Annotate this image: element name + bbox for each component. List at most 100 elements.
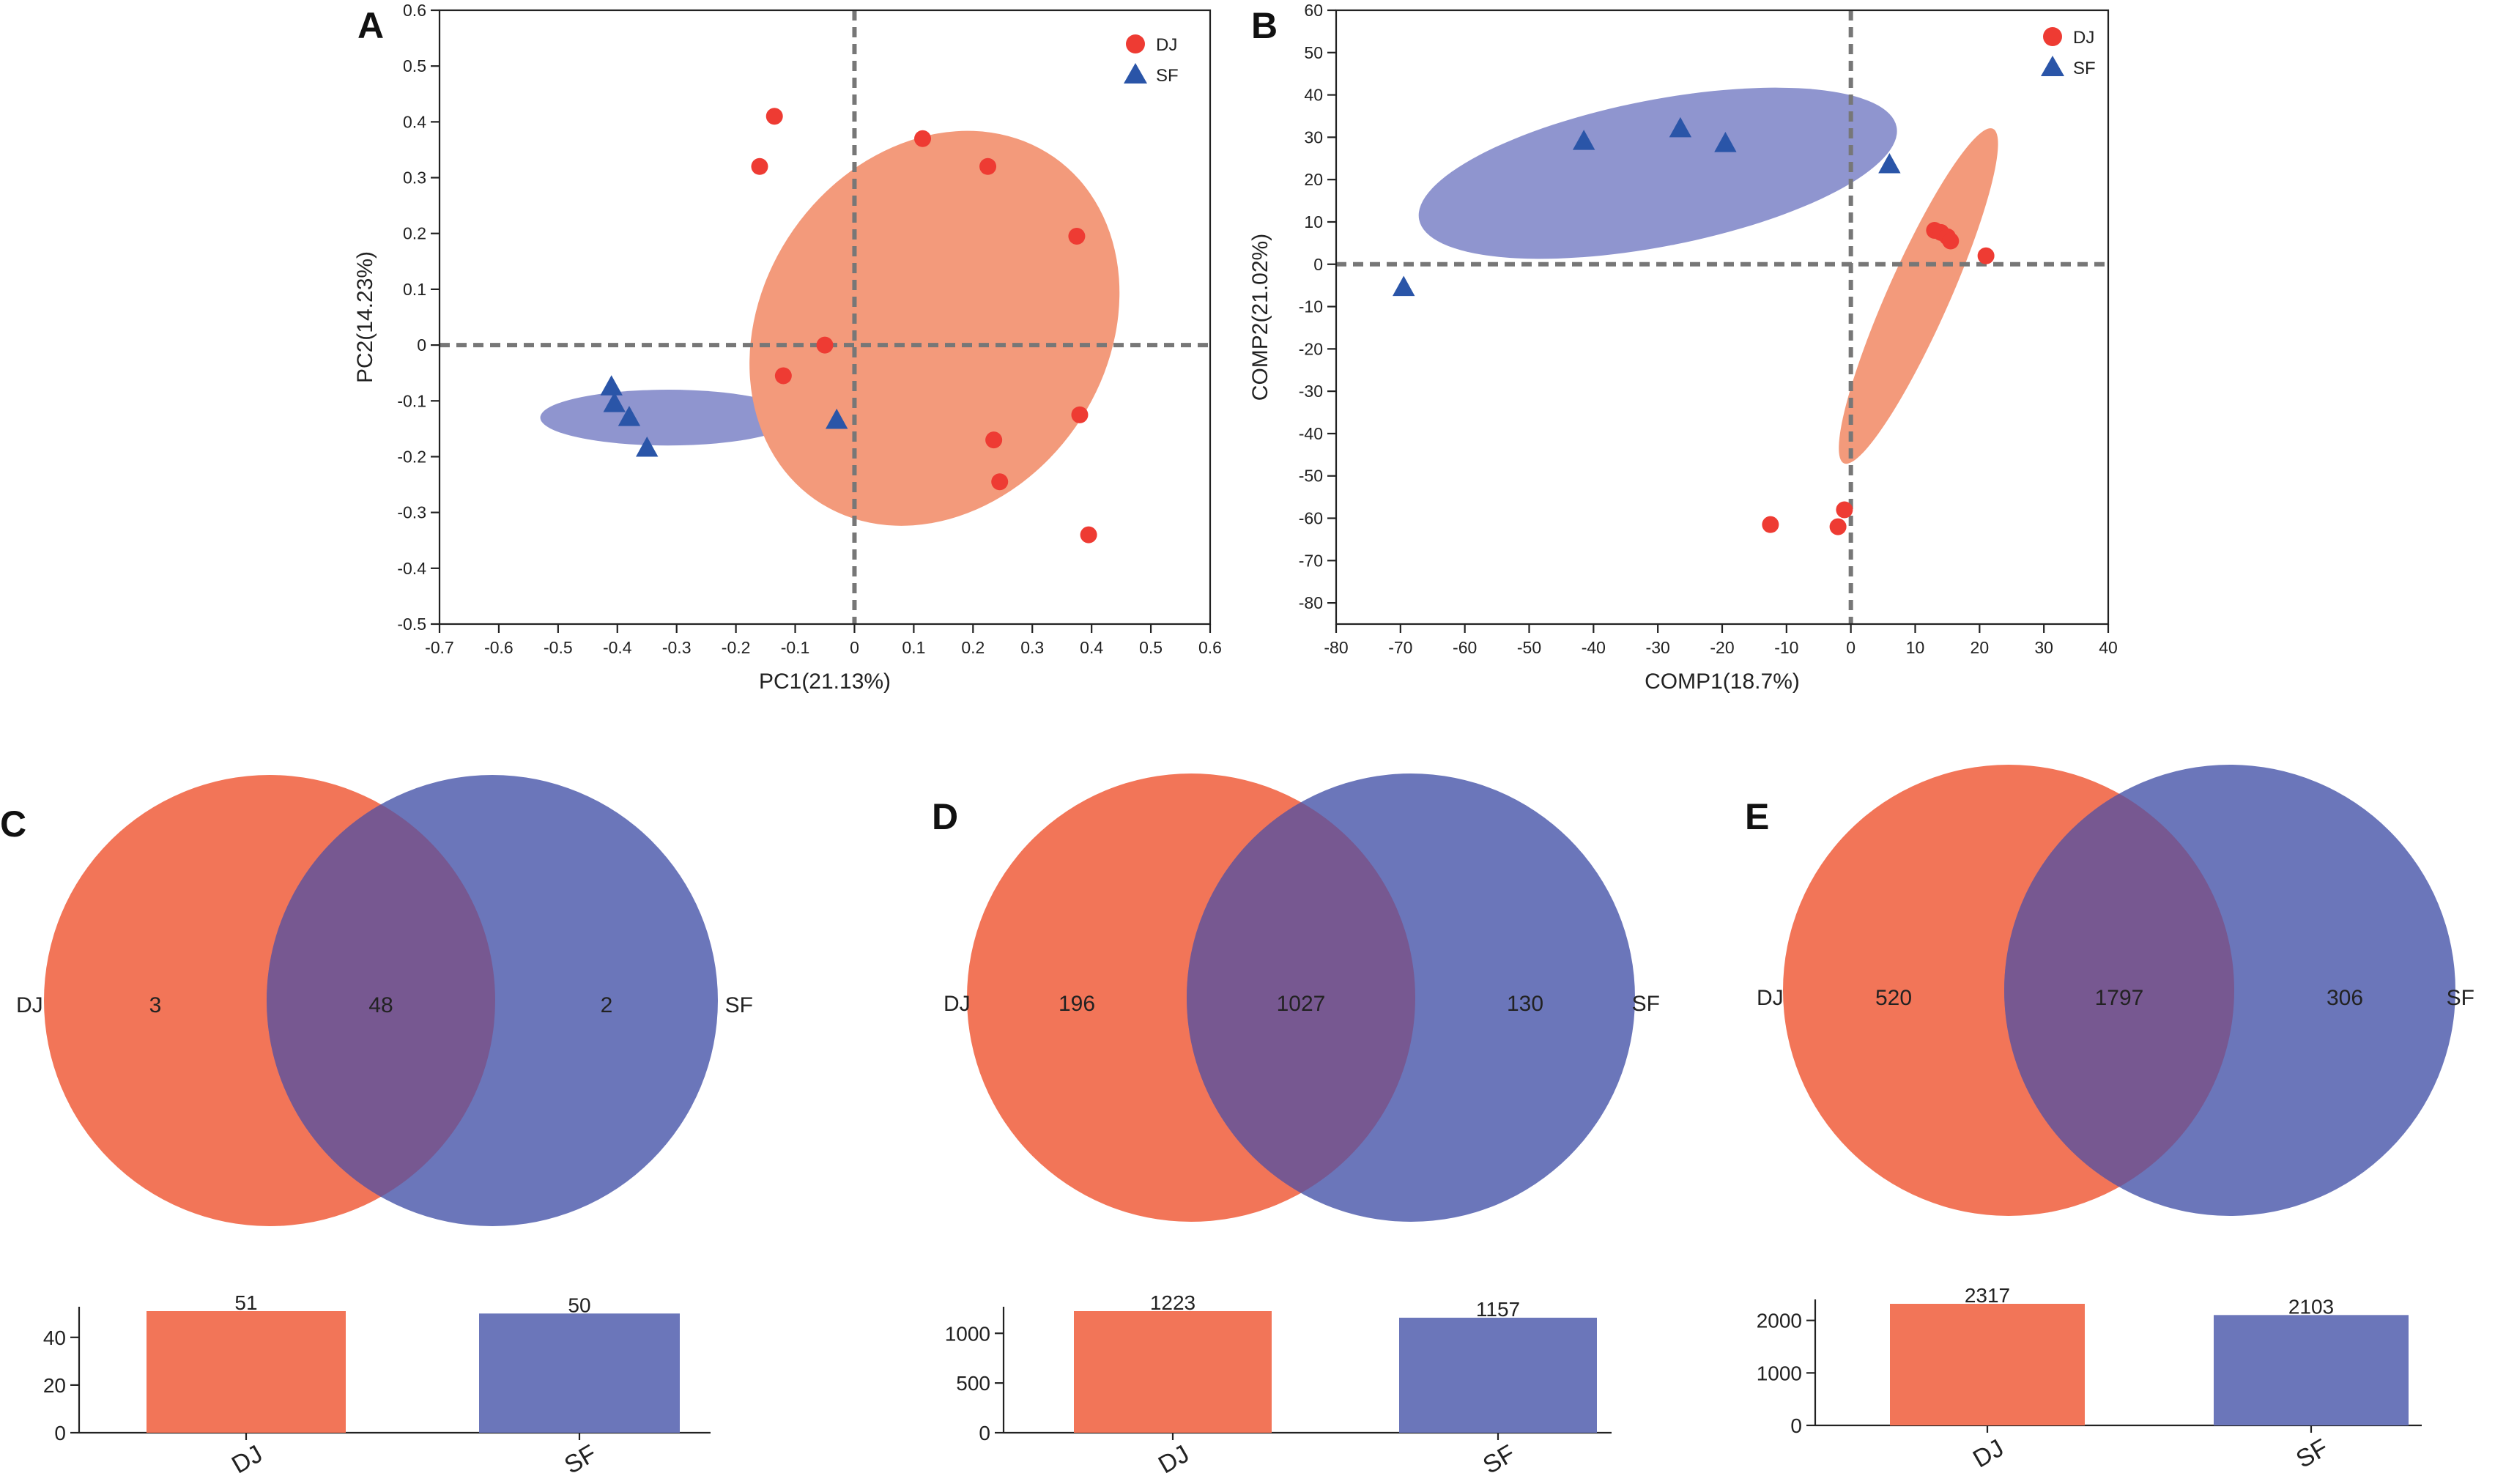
panel-letter: C (0, 804, 26, 845)
legend-marker-dj (2043, 27, 2062, 46)
y-tick-label: 0 (1313, 255, 1323, 274)
bar-dj (1890, 1304, 2085, 1425)
bar-y-tick-label: 500 (956, 1372, 990, 1395)
bar-chart-d: 0 500 1000 1223 DJ 1157 SF (945, 1291, 1612, 1480)
venn-count-only-sf: 130 (1507, 992, 1543, 1016)
y-tick-label: -70 (1299, 551, 1323, 570)
x-tick-label: -0.4 (603, 638, 632, 657)
scatter-panel-b: -80 -70 -60 -50 -40 -30 -20 -10 0 10 20 30 40 60 50 40 3… (1248, 1, 2118, 694)
y-tick-label: 60 (1304, 1, 1323, 20)
data-point-dj (751, 157, 768, 175)
legend-marker-sf (1124, 63, 1147, 84)
bar-y-tick-label: 0 (54, 1422, 66, 1444)
bar-chart-c: 0 20 40 51 DJ 50 SF (43, 1291, 711, 1480)
bar-y-tick-label: 20 (43, 1374, 66, 1397)
data-point-sf (603, 392, 626, 412)
bar-category-label: SF (1478, 1439, 1520, 1480)
x-tick-label: -60 (1453, 638, 1477, 657)
data-point-dj (979, 157, 997, 175)
x-tick-label: -0.5 (544, 638, 573, 657)
y-tick-label: 0.6 (403, 1, 426, 20)
y-tick-label: -50 (1299, 467, 1323, 486)
venn-set-label-dj: DJ (1757, 986, 1784, 1010)
x-tick-label: 10 (1906, 638, 1925, 657)
bar-value-label: 50 (568, 1294, 590, 1316)
venn-set-label-dj: DJ (16, 993, 43, 1017)
bar-sf (1399, 1317, 1597, 1433)
venn-set-label-dj: DJ (943, 992, 971, 1016)
x-tick-label: -0.1 (781, 638, 810, 657)
y-tick-label: 30 (1304, 127, 1323, 146)
bar-sf (2214, 1315, 2409, 1425)
y-tick-label: 0.4 (403, 112, 426, 131)
x-tick-label: 0.6 (1198, 638, 1222, 657)
venn-count-only-sf: 2 (601, 993, 613, 1017)
y-tick-label: -80 (1299, 593, 1323, 612)
x-tick-label: 0.5 (1139, 638, 1163, 657)
bar-value-label: 2103 (2288, 1295, 2334, 1318)
data-point-dj (1836, 501, 1853, 519)
panel-letter: D (932, 796, 958, 837)
x-tick-label: -40 (1582, 638, 1606, 657)
bar-value-label: 1157 (1476, 1298, 1520, 1321)
venn-set-label-sf: SF (725, 993, 753, 1017)
y-tick-label: -0.5 (397, 615, 426, 634)
data-point-dj (816, 336, 834, 354)
venn-count-shared: 1027 (1277, 992, 1326, 1016)
data-point-dj (774, 367, 792, 385)
legend-label-dj: DJ (1156, 35, 1177, 55)
x-tick-label: 0 (850, 638, 859, 657)
x-tick-label: 0.3 (1020, 638, 1044, 657)
y-tick-label: -40 (1299, 424, 1323, 443)
panel-letter: E (1745, 796, 1769, 837)
y-tick-label: -30 (1299, 382, 1323, 401)
x-tick-label: 0.1 (902, 638, 925, 657)
bar-value-label: 2317 (1965, 1284, 2010, 1307)
panel-letter: A (357, 5, 384, 46)
y-tick-label: 0.5 (403, 56, 426, 75)
y-axis-title: PC2(14.23%) (353, 251, 377, 383)
data-point-dj (1762, 516, 1779, 533)
plot-frame (438, 9, 1212, 626)
data-point-sf (1878, 152, 1901, 174)
venn-overlap (266, 804, 496, 1197)
legend-marker-dj (1126, 34, 1145, 53)
bar-chart-e: 0 1000 2000 2317 DJ 2103 SF (1757, 1284, 2422, 1474)
y-tick-label: -0.3 (397, 503, 426, 522)
data-point-dj (1080, 526, 1097, 543)
data-point-sf (1669, 116, 1692, 138)
confidence-ellipse-sf (1418, 87, 1897, 259)
bar-sf (479, 1313, 680, 1433)
data-point-sf (1572, 130, 1595, 150)
x-tick-label: -30 (1646, 638, 1670, 657)
venn-panel-e: E 520 1797 306 DJ SF 0 1000 2000 2317 DJ 2103 SF (1745, 765, 2474, 1474)
venn-set-label-sf: SF (2447, 986, 2474, 1010)
venn-count-only-dj: 3 (149, 993, 162, 1017)
y-tick-label: 0.1 (403, 280, 426, 299)
venn-count-only-dj: 520 (1875, 986, 1912, 1010)
y-tick-label: -20 (1299, 339, 1323, 358)
venn-count-shared: 48 (368, 993, 393, 1017)
x-axis-title: PC1(21.13%) (759, 669, 891, 694)
y-tick-label: -0.1 (397, 391, 426, 410)
x-tick-label: 0.2 (961, 638, 985, 657)
bar-category-label: DJ (227, 1440, 267, 1480)
venn-overlap (1187, 802, 1416, 1193)
data-point-sf (600, 375, 623, 396)
data-point-sf (1393, 275, 1415, 297)
data-point-sf (825, 408, 848, 429)
data-point-dj (985, 431, 1003, 449)
bar-y-tick-label: 2000 (1757, 1310, 1802, 1332)
confidence-ellipse-dj (1839, 128, 1998, 464)
bar-category-label: SF (2291, 1433, 2333, 1474)
legend-label-sf: SF (2073, 59, 2096, 78)
venn-count-only-sf: 306 (2327, 986, 2363, 1010)
x-axis-title: COMP1(18.7%) (1645, 669, 1800, 694)
y-tick-label: -0.2 (397, 447, 426, 466)
bar-category-label: SF (560, 1439, 601, 1480)
bar-y-tick-label: 0 (1790, 1414, 1802, 1437)
y-tick-label: 20 (1304, 170, 1323, 189)
x-tick-label: -50 (1517, 638, 1541, 657)
confidence-ellipse-dj (749, 130, 1120, 526)
